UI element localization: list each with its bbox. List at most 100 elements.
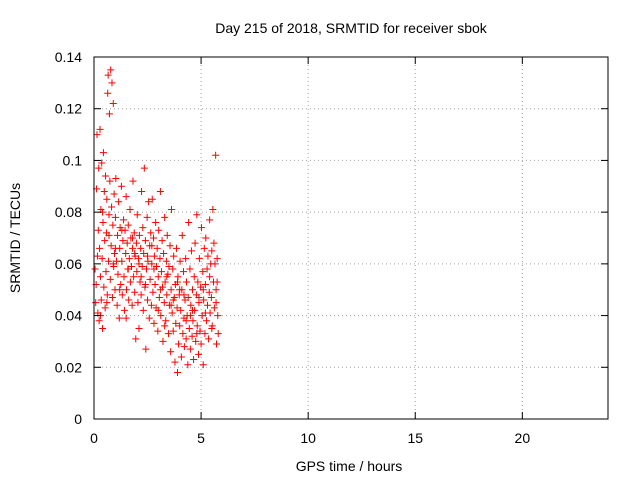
data-point	[170, 252, 178, 260]
data-point	[129, 234, 137, 242]
data-point	[212, 286, 220, 294]
data-point	[91, 265, 99, 273]
data-point	[195, 293, 203, 301]
data-point	[154, 306, 162, 314]
data-point	[133, 268, 141, 276]
data-point	[176, 286, 184, 294]
data-point	[162, 317, 170, 325]
y-axis-label: SRMTID / TECUs	[7, 183, 23, 293]
data-point	[208, 325, 216, 332]
data-point	[165, 330, 173, 338]
data-point	[118, 257, 126, 265]
data-points	[91, 66, 222, 376]
data-point	[120, 306, 128, 314]
data-point	[158, 237, 166, 245]
y-tick-label: 0.04	[55, 308, 82, 324]
data-point	[111, 250, 119, 258]
data-point	[203, 265, 211, 273]
data-point	[167, 286, 175, 294]
data-point	[186, 312, 194, 320]
data-point	[189, 286, 197, 294]
data-point	[195, 350, 203, 358]
data-point	[192, 337, 200, 345]
data-point	[131, 250, 139, 258]
data-point	[103, 291, 111, 299]
data-point	[172, 244, 180, 252]
data-point	[94, 226, 102, 234]
data-point	[207, 293, 215, 301]
data-point	[150, 319, 158, 327]
data-point	[132, 335, 140, 343]
data-point	[125, 296, 133, 304]
data-point	[137, 244, 145, 252]
data-point	[148, 242, 156, 250]
data-point	[108, 79, 116, 87]
data-point	[107, 66, 115, 74]
data-point	[136, 278, 144, 286]
data-point	[182, 317, 190, 325]
axis-ticks: 0 0.02 0.04 0.06 0.08 0.1 0.12 0.14 0 5 10 15 20	[55, 49, 608, 446]
data-point	[140, 164, 148, 172]
data-point	[108, 293, 116, 301]
data-point	[151, 281, 159, 289]
data-point	[198, 224, 206, 232]
data-point	[142, 265, 150, 273]
data-point	[147, 229, 155, 237]
data-point	[156, 255, 164, 263]
data-point	[171, 358, 179, 366]
data-point	[99, 218, 107, 226]
data-point	[141, 237, 149, 245]
data-point	[211, 260, 219, 268]
data-point	[197, 340, 205, 348]
x-axis-label: GPS time / hours	[296, 458, 403, 474]
data-point	[184, 293, 192, 301]
data-point	[93, 252, 101, 260]
data-point	[139, 224, 147, 232]
data-point	[111, 244, 119, 252]
data-point	[167, 301, 175, 309]
data-point	[109, 260, 117, 268]
data-point	[166, 242, 174, 250]
data-point	[180, 291, 188, 299]
data-point	[175, 340, 183, 348]
data-point	[147, 301, 155, 309]
data-point	[100, 283, 108, 291]
data-point	[210, 304, 218, 312]
data-point	[93, 131, 101, 139]
data-point	[172, 319, 180, 327]
x-tick-label: 15	[407, 430, 423, 446]
data-point	[208, 247, 216, 255]
data-point	[209, 206, 217, 214]
data-point	[177, 353, 185, 361]
data-point	[123, 239, 131, 247]
data-point	[133, 211, 141, 219]
data-point	[122, 193, 130, 201]
data-point	[97, 296, 105, 304]
data-point	[191, 239, 199, 247]
data-point	[153, 244, 161, 252]
data-point	[130, 229, 138, 237]
data-point	[180, 268, 188, 276]
data-point	[115, 198, 123, 206]
data-point	[99, 149, 107, 157]
data-point	[161, 322, 169, 330]
data-point	[124, 221, 132, 229]
data-point	[116, 286, 124, 294]
data-point	[212, 299, 220, 307]
data-point	[95, 164, 103, 172]
data-point	[144, 296, 152, 304]
data-point	[117, 281, 125, 289]
data-point	[194, 278, 202, 286]
y-tick-label: 0.02	[55, 359, 82, 375]
data-point	[143, 213, 151, 221]
data-point	[214, 330, 222, 338]
y-tick-label: 0.1	[63, 152, 83, 168]
data-point	[189, 317, 197, 325]
data-point	[169, 296, 177, 304]
x-tick-label: 5	[197, 430, 205, 446]
chart-title: Day 215 of 2018, SRMTID for receiver sbo…	[215, 20, 488, 36]
data-point	[109, 100, 117, 108]
data-point	[126, 206, 134, 214]
data-point	[98, 255, 106, 263]
